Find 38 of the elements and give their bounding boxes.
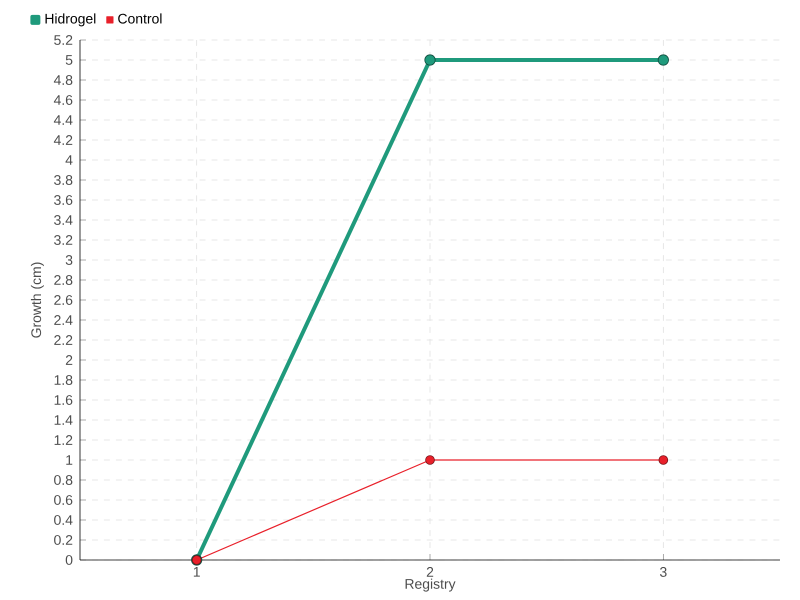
- x-axis-title: Registry: [406, 578, 456, 592]
- y-tick-label: 2.2: [54, 335, 72, 345]
- y-tick-label: 4.2: [54, 135, 72, 145]
- y-tick-label: 3.8: [54, 175, 72, 185]
- y-tick-label: 5.2: [54, 35, 72, 45]
- y-tick-label: 2.8: [54, 275, 72, 285]
- y-tick-label: 3.2: [54, 235, 72, 245]
- y-tick-label: 2.4: [54, 315, 73, 325]
- y-tick-label: 1.4: [54, 415, 73, 425]
- y-tick-label: 1.2: [54, 435, 72, 445]
- y-tick-label: 4.6: [54, 95, 72, 105]
- y-tick-label: 0: [66, 555, 72, 565]
- y-tick-label: 1.6: [54, 395, 72, 405]
- x-tick-label: 3: [660, 567, 667, 577]
- point: [658, 455, 668, 465]
- y-tick-label: 3.6: [54, 195, 72, 205]
- y-tick-label: 3.4: [54, 215, 73, 225]
- y-tick-label: 0.2: [54, 535, 72, 545]
- y-tick-label: 4: [66, 155, 73, 165]
- y-tick-label: 1: [66, 455, 72, 465]
- y-axis-title: Growth (cm): [30, 262, 44, 338]
- legend-label: Control: [118, 13, 162, 24]
- y-tick-label: 0.6: [54, 495, 72, 505]
- point: [424, 54, 436, 66]
- y-tick-label: 4.4: [54, 115, 73, 125]
- legend-label: Hidrogel: [46, 13, 96, 26]
- point: [658, 54, 669, 66]
- y-tick-label: 1.8: [54, 375, 72, 385]
- y-tick-label: 4.8: [54, 75, 72, 85]
- point: [425, 455, 435, 465]
- y-tick-label: 0.4: [54, 515, 73, 525]
- x-tick-label: 1: [194, 567, 200, 577]
- x-tick-label: 2: [426, 567, 434, 577]
- y-tick-label: 5: [66, 55, 72, 65]
- y-tick-label: 0.8: [54, 475, 72, 485]
- y-tick-label: 3: [66, 255, 72, 265]
- y-tick-label: 2.6: [54, 295, 72, 305]
- y-tick-label: 2: [66, 355, 72, 365]
